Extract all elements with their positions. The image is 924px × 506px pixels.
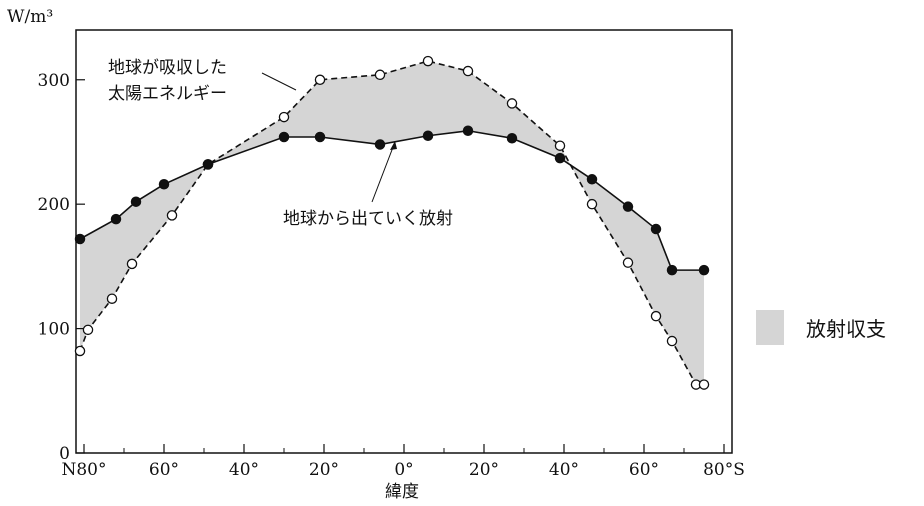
y-tick-label-1: 100 — [38, 320, 70, 340]
absorbed-point-3 — [126, 258, 138, 270]
emitted-point-5 — [278, 131, 290, 143]
absorbed-point-12 — [554, 140, 566, 151]
x-axis-label: 緯度 — [385, 482, 419, 502]
chart-labels: W/m³ 緯度 地球が吸収した 太陽エネルギー 地球から出ていく放射 — [7, 7, 453, 502]
y-axis-label: W/m³ — [7, 7, 53, 27]
emitted-point-1 — [110, 213, 122, 225]
y-tick-label-2: 200 — [38, 195, 70, 215]
emitted-point-9 — [462, 125, 474, 137]
radiation-balance-fill — [80, 61, 704, 385]
absorbed-point-9 — [422, 55, 434, 67]
absorbed-point-2 — [106, 293, 118, 304]
emitted-point-16 — [698, 264, 710, 276]
x-tick-label-6: 40° — [549, 460, 579, 480]
absorbed-point-18 — [698, 379, 710, 390]
emitted-label-arrowhead — [390, 141, 397, 150]
absorbed-point-15 — [650, 310, 662, 322]
x-tick-label-0: N80° — [61, 460, 106, 480]
emitted-point-8 — [422, 130, 434, 141]
absorbed-point-1 — [82, 324, 94, 336]
emitted-point-12 — [586, 174, 598, 185]
emitted-point-3 — [158, 179, 170, 190]
y-axis: 0 100 200 300 — [38, 71, 85, 464]
emitted-point-10 — [506, 132, 518, 144]
absorbed-label-leader — [261, 72, 297, 91]
emitted-point-4 — [202, 159, 214, 170]
legend: 放射収支 — [756, 310, 886, 345]
emitted-point-14 — [650, 223, 662, 235]
absorbed-point-6 — [278, 111, 290, 123]
emitted-point-6 — [314, 131, 326, 143]
y-tick-label-0: 0 — [59, 444, 70, 464]
balance-fill-area — [80, 61, 704, 385]
absorbed-point-4 — [166, 210, 178, 221]
absorbed-point-10 — [462, 65, 474, 77]
emitted-point-13 — [622, 201, 634, 212]
absorbed-series-label-line1: 地球が吸収した — [108, 58, 227, 78]
legend-label: 放射収支 — [806, 317, 886, 341]
x-tick-label-7: 60° — [629, 460, 659, 480]
emitted-point-0 — [74, 233, 86, 245]
absorbed-point-11 — [506, 98, 518, 109]
x-tick-label-2: 40° — [229, 460, 259, 480]
y-tick-label-3: 300 — [38, 71, 70, 91]
x-tick-label-5: 20° — [469, 460, 499, 480]
x-tick-label-8: 80°S — [703, 460, 745, 480]
absorbed-series-label-line2: 太陽エネルギー — [108, 84, 227, 104]
x-tick-label-3: 20° — [309, 460, 339, 480]
emitted-point-11 — [554, 152, 566, 164]
emitted-series-label: 地球から出ていく放射 — [283, 209, 453, 229]
absorbed-point-16 — [666, 335, 678, 347]
emitted-label-arrow — [371, 141, 396, 203]
legend-swatch — [756, 310, 784, 345]
x-axis: N80° 60° 40° 20° 0° 20° 40° 60° 80°S — [61, 444, 745, 480]
absorbed-point-14 — [622, 257, 634, 268]
emitted-point-15 — [666, 264, 678, 276]
x-tick-label-1: 60° — [149, 460, 179, 480]
emitted-point-2 — [130, 196, 142, 207]
absorbed-point-0 — [74, 345, 86, 357]
absorbed-point-7 — [314, 74, 326, 86]
series-points — [74, 55, 710, 390]
absorbed-point-13 — [586, 198, 598, 210]
x-tick-label-4: 0° — [394, 460, 413, 480]
absorbed-point-8 — [374, 69, 386, 81]
emitted-point-7 — [374, 139, 386, 150]
